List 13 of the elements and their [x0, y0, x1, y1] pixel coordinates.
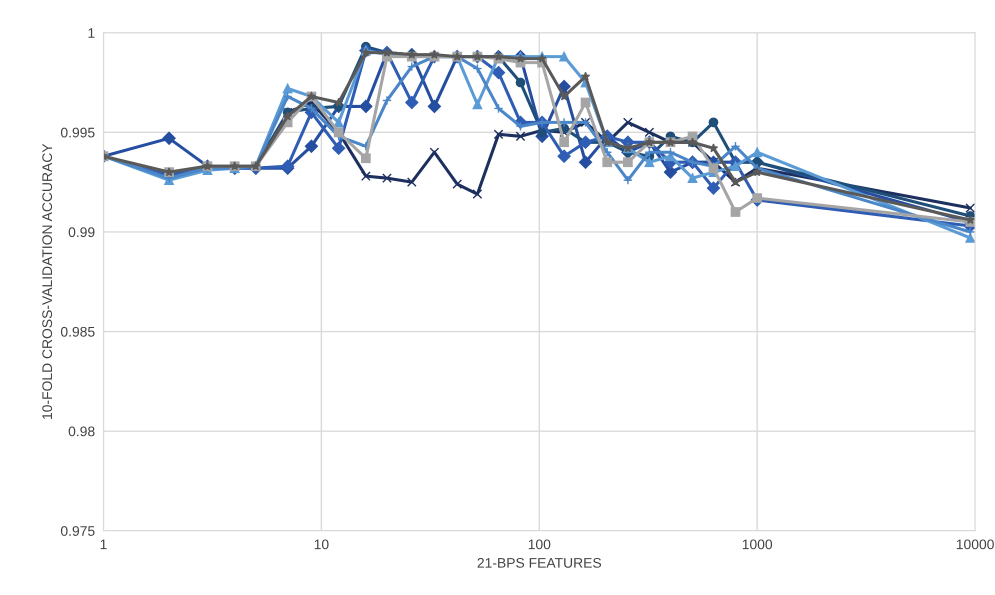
x-tick-label: 10 [314, 539, 329, 550]
y-tick-label: 0.995 [60, 128, 95, 138]
x-axis-title: 21-BPS FEATURES [478, 558, 602, 568]
x-tick-label: 1000 [742, 539, 772, 550]
y-tick-label: 0.985 [60, 326, 95, 337]
y-tick-label: 0.975 [60, 526, 95, 536]
y-tick-label: 0.98 [68, 426, 95, 436]
y-axis-title: 10-FOLD CROSS-VALIDATION ACCURACY [42, 144, 52, 419]
y-tick-label: 0.99 [68, 227, 94, 238]
x-tick-label: 1 [100, 540, 107, 550]
x-tick-label: 10000 [956, 539, 994, 550]
y-tick-label: 1 [88, 28, 94, 38]
x-tick-label: 100 [528, 539, 550, 550]
